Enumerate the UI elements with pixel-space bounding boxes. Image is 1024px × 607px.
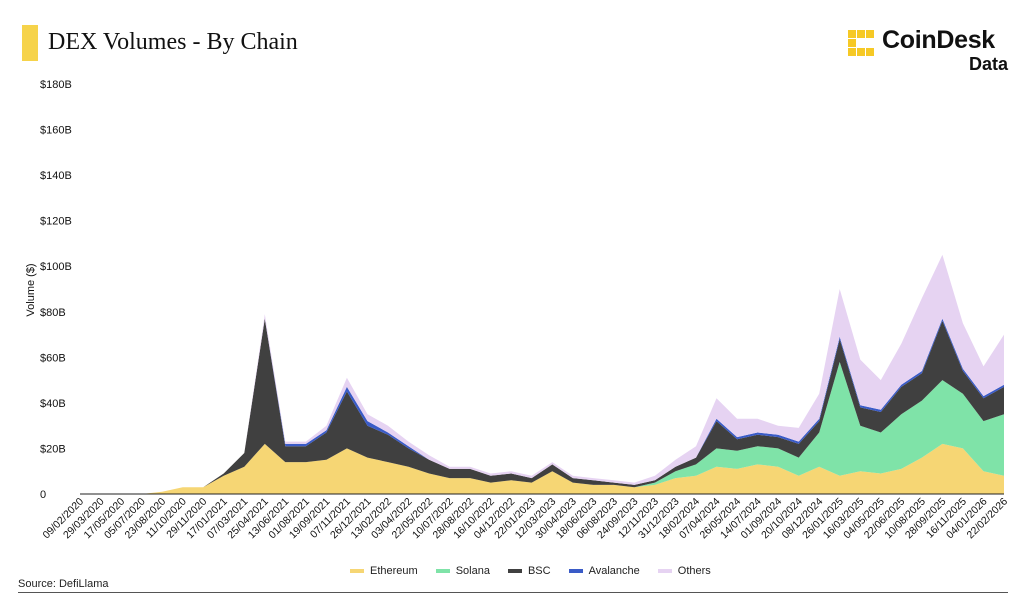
y-tick-label: $140B bbox=[40, 170, 72, 182]
legend-item-avalanche: Avalanche bbox=[568, 565, 640, 577]
y-tick-label: $80B bbox=[40, 307, 66, 319]
series-area-solana bbox=[80, 361, 1004, 494]
legend-item-bsc: BSC bbox=[507, 565, 551, 577]
y-tick-label: $160B bbox=[40, 125, 72, 137]
legend-label: Solana bbox=[455, 565, 490, 577]
brand-mark-icon bbox=[848, 30, 874, 56]
y-axis-label: Volume ($) bbox=[25, 263, 37, 316]
y-axis: 0 $20B $40B $60B $80B $100B $120B $140B $160B $18… bbox=[40, 79, 72, 501]
legend-swatch bbox=[507, 569, 522, 573]
legend-item-solana: Solana bbox=[435, 565, 490, 577]
legend-swatch bbox=[568, 569, 583, 573]
series-areas bbox=[80, 254, 1004, 494]
y-tick-label: $60B bbox=[40, 352, 66, 364]
y-tick-label: 0 bbox=[40, 489, 46, 501]
y-tick-label: $180B bbox=[40, 79, 72, 91]
source-note: Source: DefiLlama bbox=[18, 578, 109, 590]
y-tick-label: $40B bbox=[40, 398, 66, 410]
brand-sub: Data bbox=[968, 54, 1008, 74]
chart-legend: Ethereum Solana BSC Avalanche Others bbox=[350, 565, 711, 577]
page-title: DEX Volumes - By Chain bbox=[48, 29, 298, 55]
y-tick-label: $120B bbox=[40, 216, 72, 228]
legend-swatch bbox=[435, 569, 450, 573]
legend-label: BSC bbox=[527, 565, 551, 577]
series-area-others bbox=[80, 254, 1004, 494]
legend-label: Ethereum bbox=[370, 565, 418, 577]
coindesk-logo: CoinDesk Data bbox=[846, 26, 1016, 76]
series-area-ethereum bbox=[80, 443, 1004, 494]
stacked-area-chart: 0 $20B $40B $60B $80B $100B $120B $140B $160B $18… bbox=[25, 79, 1010, 541]
legend-item-others: Others bbox=[657, 565, 711, 577]
x-axis: 09/02/202029/03/202017/05/202005/07/2020… bbox=[40, 493, 1010, 541]
legend-item-ethereum: Ethereum bbox=[350, 565, 418, 577]
legend-swatch bbox=[657, 569, 672, 573]
y-tick-label: $100B bbox=[40, 261, 72, 273]
y-tick-label: $20B bbox=[40, 443, 66, 455]
brand-name: CoinDesk bbox=[882, 26, 995, 54]
legend-label: Others bbox=[677, 565, 711, 577]
source-divider bbox=[18, 592, 1008, 593]
title-accent-bar bbox=[22, 25, 38, 61]
legend-label: Avalanche bbox=[588, 565, 640, 577]
legend-swatch bbox=[350, 569, 364, 573]
series-area-bsc bbox=[80, 318, 1004, 494]
